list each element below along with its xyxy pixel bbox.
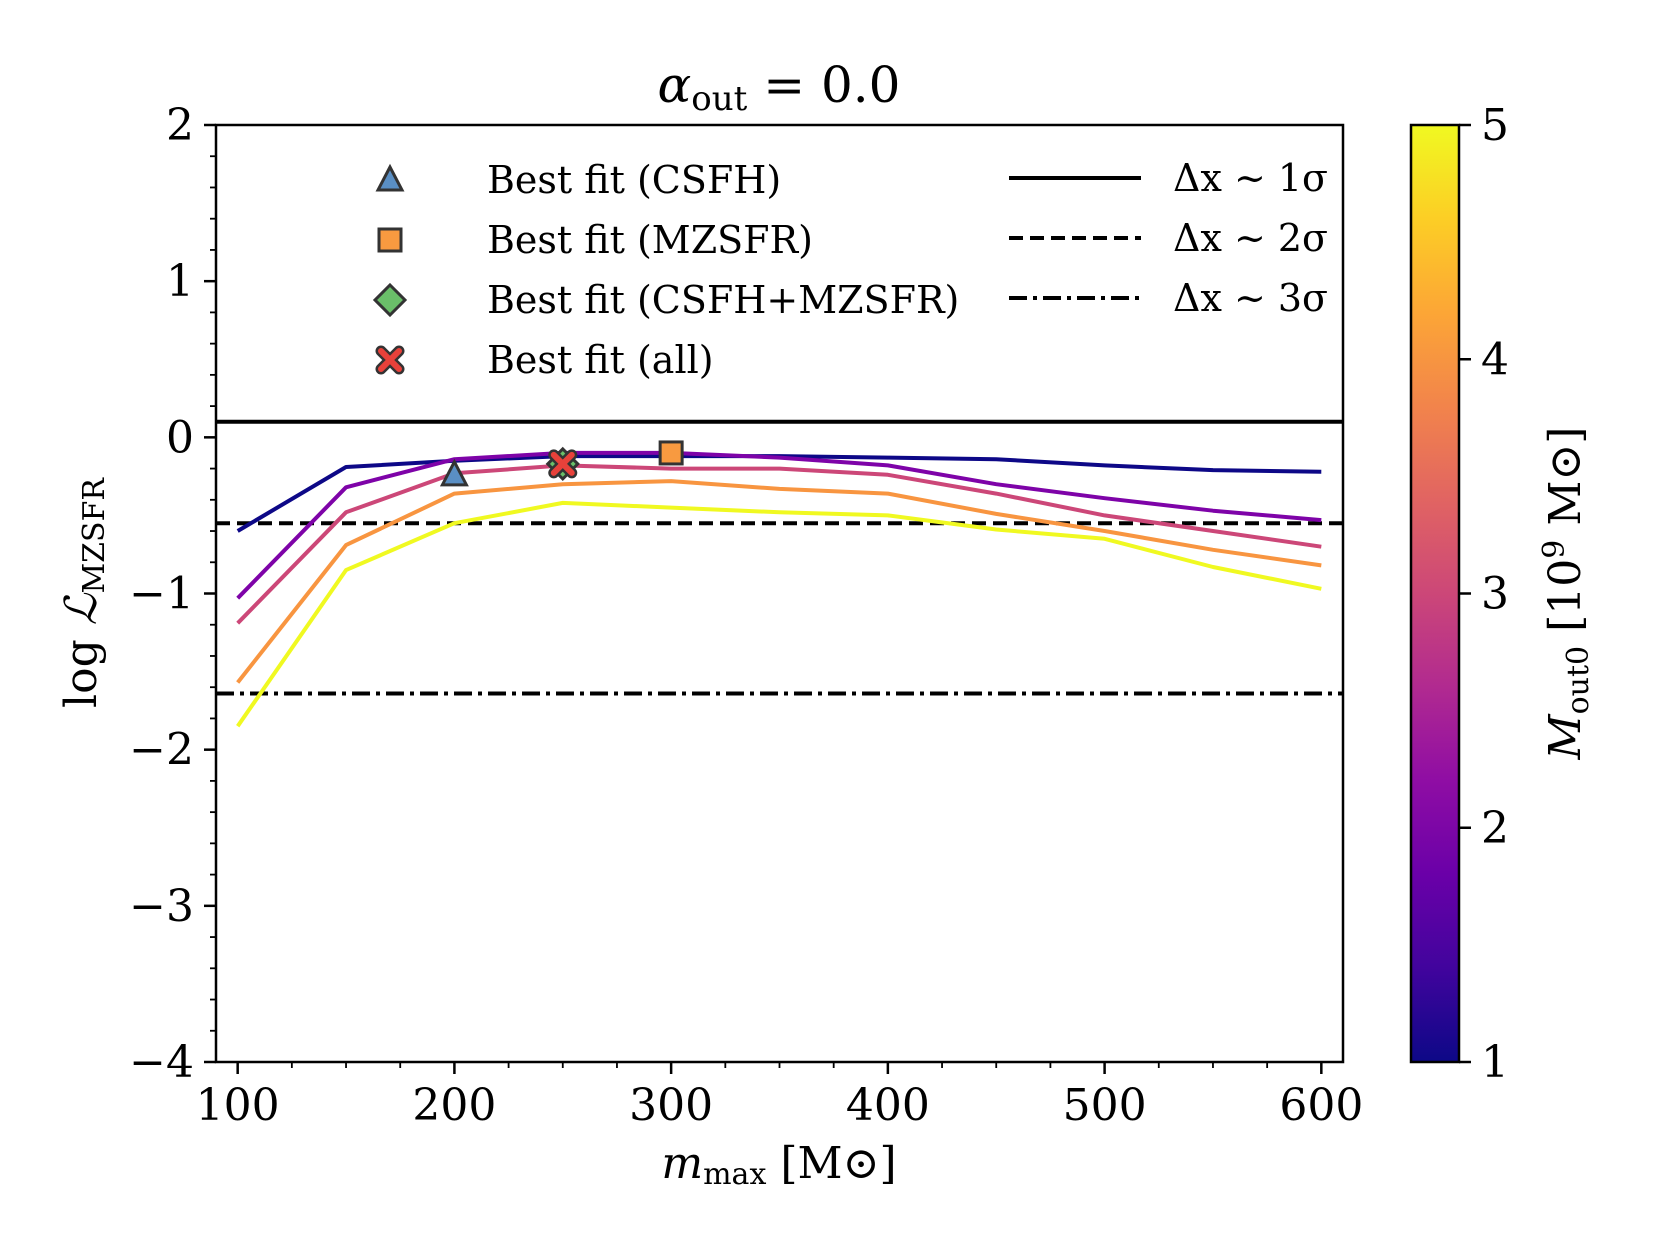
x-tick-label: 600 xyxy=(1279,1080,1363,1131)
legend: Best fit (CSFH) Best fit (MZSFR) Best fit … xyxy=(372,156,1328,382)
legend-label: Δx ∼ 3σ xyxy=(1173,276,1328,320)
x-axis-title: mmax [M⊙] xyxy=(661,1138,896,1192)
series-line-mout0-5 xyxy=(236,500,1322,728)
colorbar-tick-label: 4 xyxy=(1481,334,1509,385)
x-tick-label: 300 xyxy=(629,1080,713,1131)
legend-label: Δx ∼ 1σ xyxy=(1173,156,1328,200)
y-tick-label: 2 xyxy=(166,100,194,151)
y-tick-label: 1 xyxy=(166,256,194,307)
series-line-mout0-2 xyxy=(236,450,1322,600)
x-tick-label: 100 xyxy=(196,1080,280,1131)
colorbar-tick-label: 5 xyxy=(1481,100,1509,151)
reference-lines xyxy=(216,419,1343,696)
axis-ticks: 100 200 300 400 500 600 −4 −3 −2 −1 0 1 2 xyxy=(129,100,1363,1131)
colorbar xyxy=(1409,123,1461,1064)
x-tick-label: 200 xyxy=(412,1080,496,1131)
series-lines xyxy=(236,450,1322,728)
colorbar-ticks: 1 2 3 4 5 xyxy=(1459,100,1509,1088)
legend-label: Best fit (MZSFR) xyxy=(487,218,813,262)
chart-title: αout = 0.0 xyxy=(658,56,901,119)
y-tick-label: −3 xyxy=(129,881,194,932)
series-line-mout0-3 xyxy=(236,463,1322,625)
colorbar-tick-label: 1 xyxy=(1481,1037,1509,1088)
marker-x xyxy=(548,449,578,479)
colorbar-title: Mout0 [109 M⊙] xyxy=(1537,427,1596,761)
colorbar-tick-label: 3 xyxy=(1481,569,1509,620)
series-line-mout0-4 xyxy=(236,479,1322,684)
legend-marker-triangle xyxy=(375,163,405,192)
y-tick-label: 0 xyxy=(166,412,194,463)
plot-frame xyxy=(214,123,1345,1064)
best-fit-markers xyxy=(439,440,684,487)
legend-marker-x xyxy=(375,345,405,375)
y-tick-label: −1 xyxy=(129,569,194,620)
colorbar-tick-label: 2 xyxy=(1481,803,1509,854)
legend-marker-square xyxy=(377,227,403,253)
y-tick-label: −4 xyxy=(129,1037,194,1088)
legend-label: Best fit (CSFH+MZSFR) xyxy=(487,278,959,322)
legend-label: Best fit (all) xyxy=(487,338,714,382)
legend-marker-diamond xyxy=(372,282,408,318)
x-tick-label: 500 xyxy=(1063,1080,1147,1131)
y-tick-label: −2 xyxy=(129,725,194,776)
marker-triangle xyxy=(439,458,469,487)
x-tick-label: 400 xyxy=(846,1080,930,1131)
legend-label: Best fit (CSFH) xyxy=(487,158,781,202)
marker-square xyxy=(658,440,684,466)
legend-label: Δx ∼ 2σ xyxy=(1173,216,1328,260)
y-axis-title: log ℒMZSFR xyxy=(56,477,112,708)
